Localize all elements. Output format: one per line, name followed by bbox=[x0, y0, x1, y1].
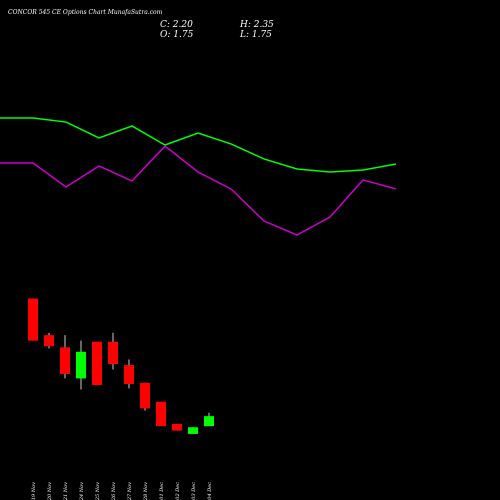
candle-body bbox=[188, 427, 198, 434]
x-tick-label: 01 Dec bbox=[159, 482, 165, 500]
x-tick-label: 02 Dec bbox=[175, 482, 181, 500]
x-tick-label: 26 Nov bbox=[111, 482, 117, 500]
candle-body bbox=[28, 298, 38, 341]
candle-body bbox=[92, 341, 102, 386]
x-tick-label: 25 Nov bbox=[95, 482, 101, 500]
candle-body bbox=[124, 365, 134, 384]
candle-body bbox=[76, 351, 86, 379]
candle-body bbox=[172, 423, 182, 431]
high-label: H: 2.35 bbox=[239, 20, 274, 30]
candle-body bbox=[108, 341, 118, 364]
x-tick-label: 20 Nov bbox=[47, 482, 53, 500]
x-tick-label: 19 Nov bbox=[31, 482, 37, 500]
x-tick-label: 04 Dec bbox=[207, 482, 213, 500]
indicator-line bbox=[0, 117, 397, 173]
close-label: C: 2.20 bbox=[160, 20, 193, 30]
x-tick-label: 03 Dec bbox=[191, 482, 197, 500]
x-tick-label: 21 Nov bbox=[63, 482, 69, 500]
low-label: L: 1.75 bbox=[239, 30, 272, 40]
open-label: O: 1.75 bbox=[160, 30, 194, 40]
candle-body bbox=[140, 382, 150, 409]
x-tick-label: 28 Nov bbox=[143, 482, 149, 500]
candle-body bbox=[60, 347, 70, 374]
candle-body bbox=[156, 401, 166, 427]
chart-title: CONCOR 545 CE Options Chart MunafaSutra.… bbox=[8, 9, 163, 16]
candle-body bbox=[44, 335, 54, 347]
x-tick-label: 24 Nov bbox=[79, 482, 85, 500]
x-tick-label: 27 Nov bbox=[127, 482, 133, 500]
candle-body bbox=[204, 416, 214, 427]
indicator-line bbox=[0, 145, 397, 236]
